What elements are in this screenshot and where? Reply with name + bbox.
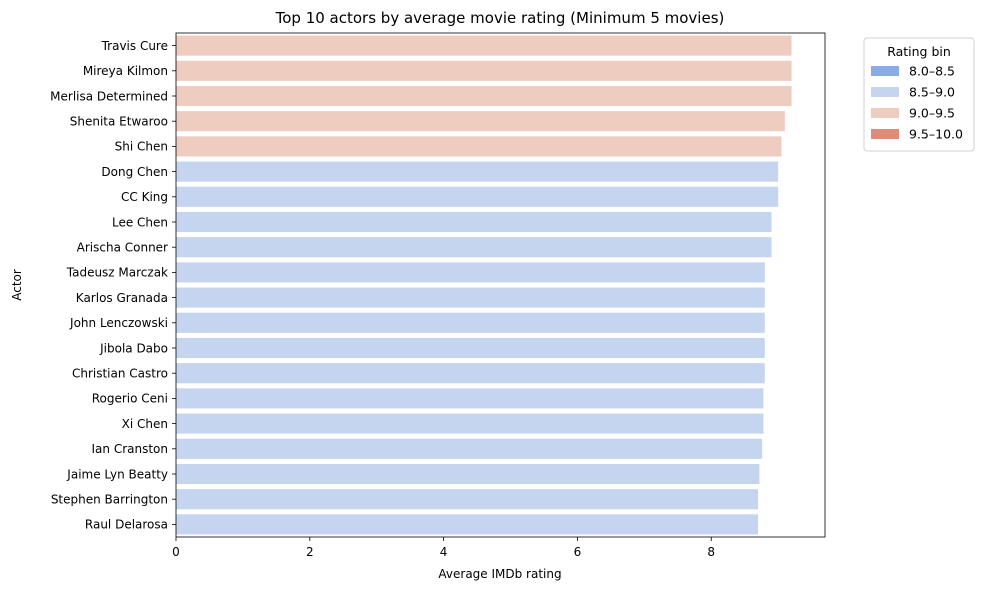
y-tick-label: Karlos Granada — [76, 291, 168, 305]
y-tick-label: Tadeusz Marczak — [66, 266, 168, 280]
bar — [176, 388, 764, 409]
y-tick-label: Jaime Lyn Beatty — [66, 467, 168, 481]
bar — [176, 363, 765, 384]
bar — [176, 161, 779, 182]
x-axis-title: Average IMDb rating — [438, 567, 561, 581]
y-tick-label: Shi Chen — [115, 140, 168, 154]
x-tick-label: 0 — [172, 545, 180, 559]
legend-swatch — [871, 108, 899, 118]
bar — [176, 287, 765, 308]
y-tick-label: Arischa Conner — [77, 241, 168, 255]
bar — [176, 438, 763, 459]
y-tick-label: Travis Cure — [101, 39, 168, 53]
y-tick-label: Dong Chen — [101, 165, 168, 179]
bar — [176, 111, 785, 132]
y-tick-label: Merlisa Determined — [50, 89, 168, 103]
x-ticks: 0 2 4 6 8 — [172, 537, 715, 559]
y-tick-label: Jibola Dabo — [99, 341, 168, 355]
legend-swatch — [871, 129, 899, 139]
bar — [176, 237, 772, 258]
y-tick-label: Rogerio Ceni — [92, 392, 168, 406]
y-tick-labels: Travis Cure Mireya Kilmon Merlisa Determin… — [50, 39, 176, 532]
bar — [176, 337, 765, 359]
legend-label: 8.5–9.0 — [909, 85, 955, 100]
y-tick-label: Stephen Barrington — [51, 493, 168, 507]
bar — [176, 60, 792, 81]
bar — [176, 262, 765, 283]
y-tick-label: Xi Chen — [122, 417, 168, 431]
x-tick-label: 4 — [440, 545, 448, 559]
y-tick-label: Christian Castro — [72, 367, 168, 381]
bar — [176, 35, 792, 56]
bar — [176, 514, 759, 535]
x-tick-label: 2 — [306, 545, 314, 559]
bar — [176, 463, 760, 485]
legend-swatch — [871, 87, 899, 97]
bar — [176, 413, 764, 434]
y-tick-label: John Lenczowski — [69, 316, 168, 330]
legend-title: Rating bin — [887, 44, 951, 59]
legend-swatch — [871, 66, 899, 76]
y-tick-label: Ian Cranston — [92, 442, 169, 456]
legend-label: 9.5–10.0 — [909, 127, 963, 142]
plot-frame — [175, 32, 826, 538]
bar — [176, 186, 779, 207]
y-tick-label: Lee Chen — [112, 215, 168, 229]
bar — [176, 489, 759, 510]
x-tick-label: 8 — [707, 545, 715, 559]
bar — [176, 85, 792, 107]
legend: Rating bin 8.0–8.5 8.5–9.0 9.0–9.5 9.5–10.0 — [863, 37, 975, 152]
bar — [176, 211, 772, 233]
chart-title: Top 10 actors by average movie rating (M… — [275, 9, 725, 27]
x-tick-label: 6 — [574, 545, 582, 559]
y-tick-label: Mireya Kilmon — [83, 64, 168, 78]
y-axis-title: Actor — [10, 269, 24, 301]
bars-layer — [176, 35, 792, 535]
legend-label: 9.0–9.5 — [909, 106, 955, 121]
legend-entries: 8.0–8.5 8.5–9.0 9.0–9.5 9.5–10.0 — [871, 64, 963, 142]
bar — [176, 136, 782, 157]
bar — [176, 312, 765, 333]
y-tick-label: Raul Delarosa — [85, 518, 168, 532]
legend-label: 8.0–8.5 — [909, 64, 955, 79]
y-tick-label: Shenita Etwaroo — [70, 115, 168, 129]
y-tick-label: CC King — [121, 190, 168, 204]
